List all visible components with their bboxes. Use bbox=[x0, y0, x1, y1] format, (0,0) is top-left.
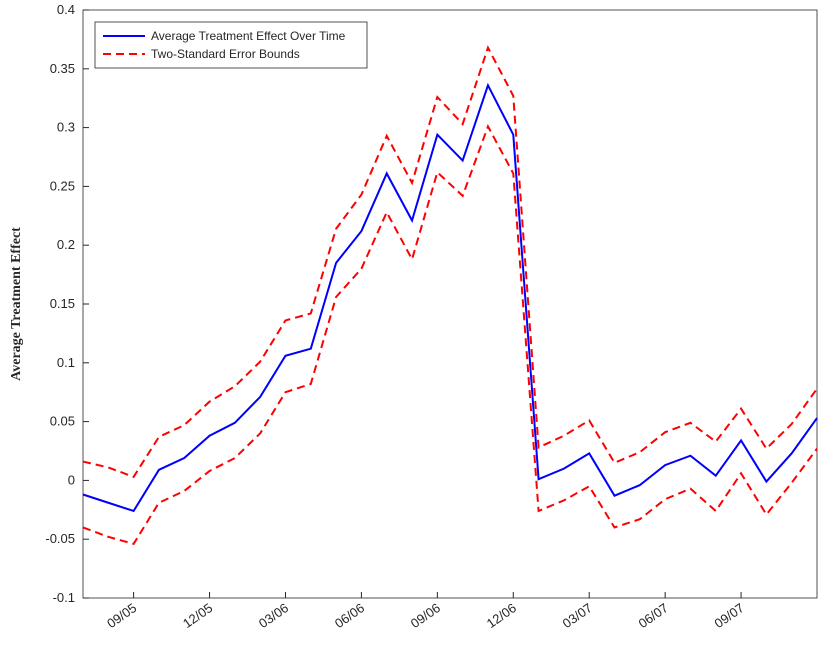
x-tick-label: 09/06 bbox=[408, 600, 443, 631]
data-line bbox=[82, 82, 818, 513]
x-tick-label: 06/07 bbox=[636, 600, 671, 631]
y-tick-label: -0.1 bbox=[53, 590, 75, 605]
legend-label: Two-Standard Error Bounds bbox=[151, 47, 300, 61]
y-tick-label: 0.05 bbox=[50, 414, 75, 429]
x-tick-label: 09/07 bbox=[712, 600, 747, 631]
legend-box bbox=[94, 21, 368, 69]
y-tick-label: 0.1 bbox=[57, 355, 75, 370]
y-tick-label: 0.2 bbox=[57, 237, 75, 252]
y-tick-label: 0.4 bbox=[57, 2, 75, 17]
x-tick-label: 06/06 bbox=[332, 600, 367, 631]
data-line bbox=[82, 45, 818, 479]
legend-label: Average Treatment Effect Over Time bbox=[151, 29, 346, 43]
x-tick-label: 12/05 bbox=[180, 600, 215, 631]
x-tick-label: 03/06 bbox=[256, 600, 291, 631]
y-tick-label: 0.25 bbox=[50, 178, 75, 193]
y-tick-label: 0.3 bbox=[57, 120, 75, 135]
y-axis-label: Average Treatment Effect bbox=[9, 227, 24, 381]
x-tick-label: 09/05 bbox=[104, 600, 139, 631]
data-line bbox=[82, 123, 818, 546]
plot-area bbox=[82, 9, 818, 599]
x-tick-label: 12/06 bbox=[484, 600, 519, 631]
y-tick-label: 0.35 bbox=[50, 61, 75, 76]
x-tick-label: 03/07 bbox=[560, 600, 595, 631]
y-tick-label: 0.15 bbox=[50, 296, 75, 311]
y-tick-label: -0.05 bbox=[45, 531, 75, 546]
y-tick-label: 0 bbox=[68, 472, 75, 487]
